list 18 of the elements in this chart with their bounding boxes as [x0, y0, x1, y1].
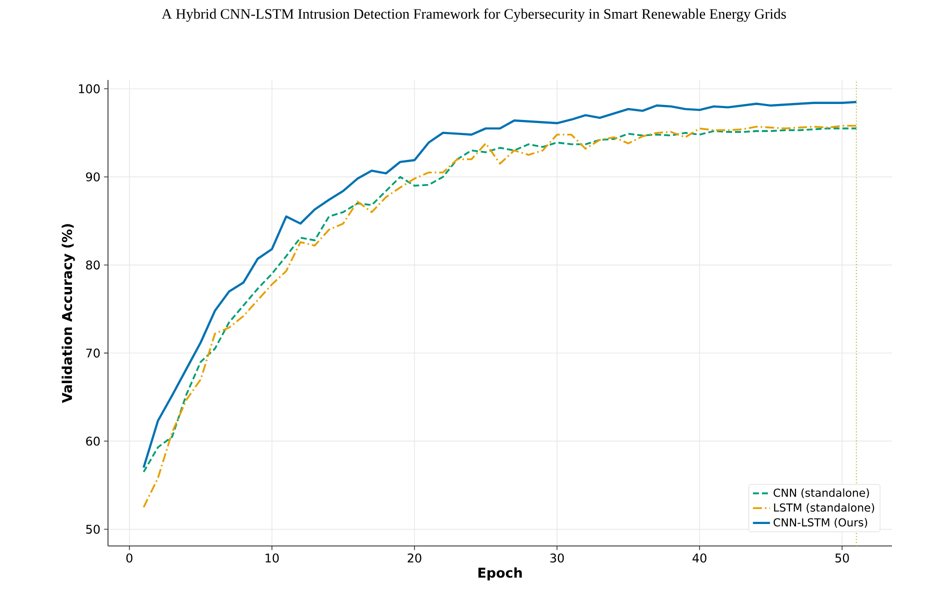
x-tick-label: 40 [692, 553, 706, 563]
legend-label: CNN-LSTM (Ours) [774, 518, 868, 528]
x-axis-title: Epoch [478, 567, 522, 580]
y-tick-label: 60 [86, 436, 100, 446]
x-tick-label: 20 [408, 553, 422, 563]
y-tick-label: 100 [78, 84, 100, 94]
y-tick-label: 90 [86, 172, 100, 182]
y-tick-label: 50 [86, 524, 100, 534]
y-tick-label: 70 [86, 348, 100, 358]
x-tick-label: 0 [126, 553, 132, 563]
x-tick-label: 10 [266, 553, 279, 563]
x-tick-label: 30 [550, 553, 564, 563]
chart-title: A Hybrid CNN-LSTM Intrusion Detection Framework for Cybersecurity in Smart Renewable Energy Grids [162, 8, 786, 22]
legend-label: CNN (standalone) [774, 488, 869, 498]
legend-label: LSTM (standalone) [774, 503, 874, 513]
x-tick-label: 50 [835, 553, 849, 563]
y-axis-title: Validation Accuracy (%) [62, 224, 75, 403]
y-tick-label: 80 [86, 260, 100, 270]
